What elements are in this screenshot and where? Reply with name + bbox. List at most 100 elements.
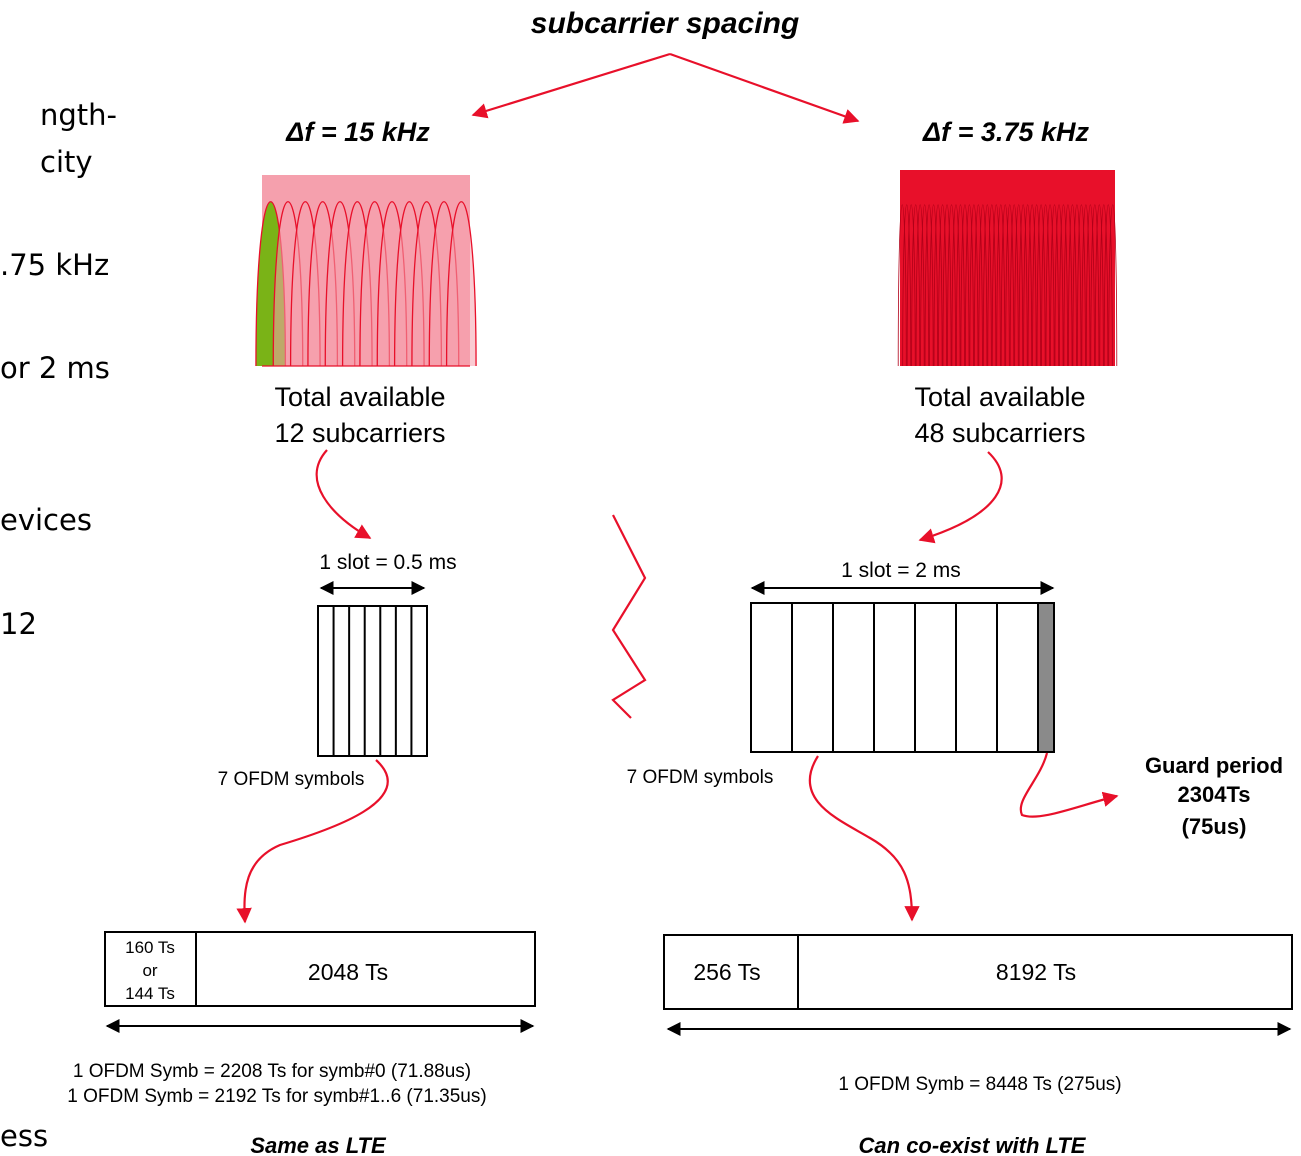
symb-line1-left: 1 OFDM Symb = 2208 Ts for symb#0 (71.88u… [73, 1061, 471, 1082]
arrow-to-guard [1019, 752, 1119, 818]
symbol-box-right [663, 934, 1293, 1010]
subcarrier-lobe [1009, 204, 1019, 367]
subcarrier-lobe [897, 204, 907, 367]
slide-text-line-5: evices [0, 503, 92, 537]
subcarrier-lobe [924, 204, 934, 367]
slide-text-line-4: or 2 ms [0, 351, 110, 385]
subcarrier-lobe [929, 204, 939, 367]
subcarrier-lobe [1036, 204, 1046, 367]
delta-f-15khz: Δf = 15 kHz [285, 117, 430, 147]
slide-left-text: ngth- city .75 kHz or 2 ms evices 12 ess [0, 98, 117, 1153]
arrow-to-symbol-left [236, 759, 389, 924]
subcarrier-lobe [1059, 204, 1068, 367]
available-line2-right: 48 subcarriers [914, 418, 1085, 448]
symbols-label-right: 7 OFDM symbols [627, 767, 774, 788]
symbols-label-left: 7 OFDM symbols [218, 769, 365, 790]
available-line2-left: 12 subcarriers [274, 418, 445, 448]
subcarrier-lobe [1072, 204, 1082, 367]
subcarrier-lobe [1090, 204, 1100, 367]
subcarrier-lobe [1000, 204, 1010, 367]
subcarrier-lobe [1068, 204, 1077, 367]
guard-line1: Guard period [1145, 753, 1283, 778]
subcarrier-lobe [964, 204, 974, 367]
subcarrier-lobe [973, 204, 983, 367]
subcarrier-lobe [1081, 204, 1091, 367]
cp-label-right: 256 Ts [693, 959, 760, 985]
subcarrier-lobe [1014, 204, 1024, 367]
cp-line2-left: or [142, 961, 157, 980]
subcarrier-lobe [996, 204, 1006, 367]
subcarrier-lobe [920, 204, 930, 367]
delta-f-375khz: Δf = 3.75 kHz [922, 117, 1089, 147]
slot-grid-right [750, 602, 1055, 753]
subcarrier-lobe [1023, 204, 1033, 367]
slot-label-right: 1 slot = 2 ms [841, 559, 961, 582]
subcarrier-lobe [960, 204, 970, 367]
cp-line1-left: 160 Ts [125, 938, 175, 957]
arrow-to-symbol-right [808, 755, 920, 922]
slide-text-line-2: city [40, 145, 93, 179]
subcarrier-lobe [902, 204, 912, 367]
subcarrier-lobe [1094, 204, 1104, 367]
subcarrier-lobe [1045, 204, 1055, 367]
subcarrier-lobe [906, 204, 916, 367]
subcarrier-lobe [987, 204, 997, 367]
subcarrier-lobe [1050, 204, 1059, 367]
arrow-to-15khz [471, 52, 671, 119]
slide-text-line-6: 12 [0, 607, 37, 641]
subcarrier-lobe [1099, 204, 1109, 367]
arrow-to-slot-right [918, 451, 1003, 544]
subcarrier-lobe [1076, 204, 1086, 367]
slide-text-line-7: ess [0, 1119, 48, 1153]
spectrum-fill-right [900, 170, 1115, 366]
subcarrier-lobe [933, 204, 943, 367]
slot-label-left: 1 slot = 0.5 ms [319, 551, 456, 574]
subcarrier-lobe [911, 204, 921, 367]
body-label-left: 2048 Ts [308, 959, 388, 985]
symb-line2-left: 1 OFDM Symb = 2192 Ts for symb#1..6 (71.… [67, 1086, 486, 1107]
subcarrier-lobe [969, 204, 979, 367]
body-label-right: 8192 Ts [996, 959, 1076, 985]
slot-frame-left [317, 605, 428, 757]
zigzag-separator [611, 514, 647, 719]
guard-line3: (75us) [1182, 814, 1247, 839]
slot-grid-left [317, 605, 428, 757]
subcarrier-lobe [956, 204, 965, 367]
footer-right: Can co-exist with LTE [859, 1133, 1087, 1156]
symb-line-right: 1 OFDM Symb = 8448 Ts (275us) [838, 1074, 1121, 1095]
subcarrier-lobe [938, 204, 947, 367]
subcarrier-lobe [982, 204, 992, 367]
subcarrier-lobe [1018, 204, 1028, 367]
subcarrier-lobe [1103, 204, 1113, 367]
available-line1-right: Total available [914, 382, 1085, 412]
cp-line3-left: 144 Ts [125, 984, 175, 1003]
symbol-box-left [104, 931, 536, 1007]
guard-line2: 2304Ts [1178, 782, 1251, 807]
spectrum-15khz [255, 175, 477, 367]
slide-text-line-1: ngth- [40, 98, 117, 132]
guard-period-block [1037, 602, 1055, 753]
subcarrier-lobe [1108, 204, 1118, 367]
subcarrier-lobe [1041, 204, 1050, 367]
diagram-title: subcarrier spacing [531, 7, 799, 40]
subcarrier-lobe [1085, 204, 1095, 367]
subcarrier-lobe [1063, 204, 1073, 367]
subcarrier-lobe [951, 204, 961, 367]
subcarrier-lobe [1005, 204, 1015, 367]
subcarrier-lobe [942, 204, 952, 367]
subcarrier-lobe [445, 201, 477, 367]
subcarrier-lobe [915, 204, 925, 367]
subcarrier-lobe [991, 204, 1001, 367]
available-line1-left: Total available [274, 382, 445, 412]
footer-left: Same as LTE [250, 1133, 387, 1156]
subcarrier-lobe [1027, 204, 1037, 367]
spectrum-375khz [897, 170, 1118, 367]
slide-text-line-3: .75 kHz [0, 248, 109, 282]
subcarrier-lobe [978, 204, 988, 367]
arrow-to-slot-left [315, 449, 372, 539]
subcarrier-lobe [1032, 204, 1042, 367]
subcarrier-lobe [1054, 204, 1064, 367]
slot-frame-right [750, 602, 1055, 753]
subcarrier-lobe [947, 204, 956, 367]
